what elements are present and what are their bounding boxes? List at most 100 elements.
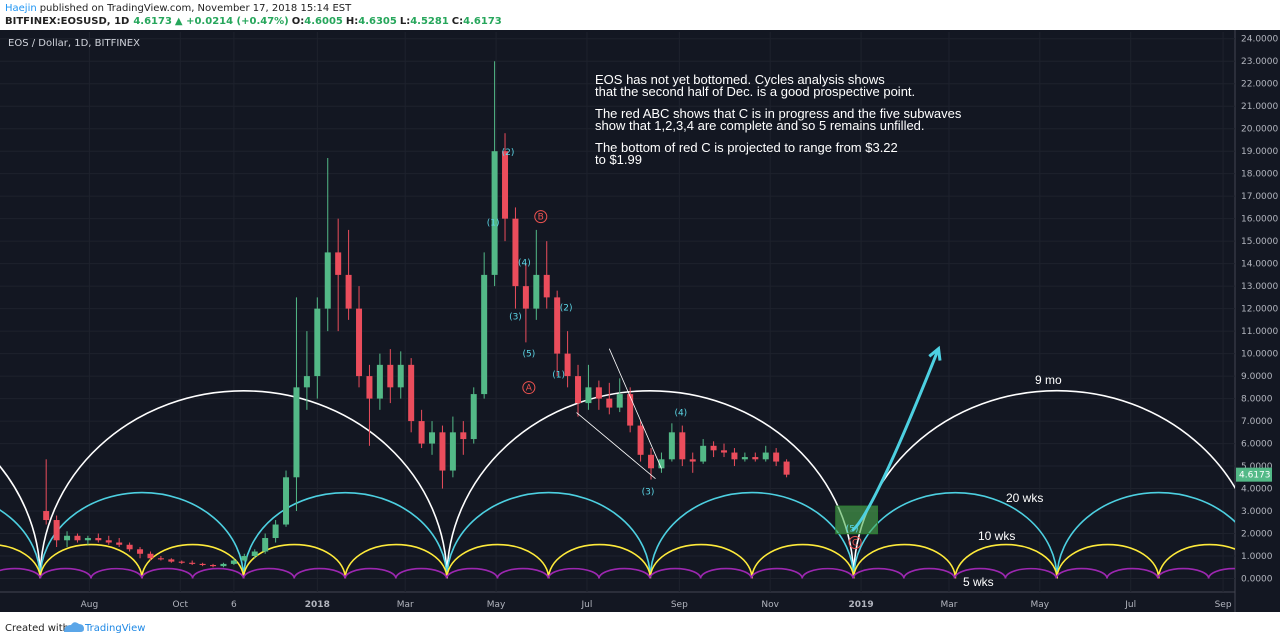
candle-body xyxy=(564,353,571,377)
x-tick-label: Sep xyxy=(671,600,688,610)
cycle-arc xyxy=(852,543,957,579)
y-tick-label: 7.0000 xyxy=(1241,417,1273,427)
wave-label: (2) xyxy=(502,148,515,158)
cycle-arc xyxy=(598,567,651,579)
candle-body xyxy=(679,432,686,460)
x-tick-label: Aug xyxy=(81,600,99,610)
candle-body xyxy=(449,432,456,471)
candle-body xyxy=(376,364,383,399)
candle-body xyxy=(126,544,133,550)
wave-label: A xyxy=(526,384,533,394)
wave-label: (4) xyxy=(518,259,531,269)
candle-body xyxy=(178,561,185,563)
candle-body xyxy=(710,445,717,451)
symbol-line: BITFINEX:EOSUSD, 1D 4.6173 ▲ +0.0214 (+0.4… xyxy=(5,16,502,27)
y-tick-label: 3.0000 xyxy=(1241,507,1273,517)
note: EOS has not yet bottomed. Cycles analysi… xyxy=(595,72,962,167)
wave-label: (2) xyxy=(560,304,573,314)
ohlc-value: 4.6005 xyxy=(304,16,343,27)
last-price: 4.6173 xyxy=(133,16,172,27)
cycle-arc xyxy=(1106,567,1159,579)
candle-body xyxy=(762,452,769,460)
candle-body xyxy=(335,252,342,275)
note-line: show that 1,2,3,4 are complete and so 5 … xyxy=(595,118,925,133)
y-tick-label: 5.0000 xyxy=(1241,462,1273,472)
note-line: The red ABC shows that C is in progress … xyxy=(595,106,962,121)
wave-label: B xyxy=(538,213,544,223)
cycle-arc xyxy=(1207,567,1235,579)
candle-body xyxy=(543,274,550,298)
cycle-arc xyxy=(750,567,804,579)
trend-line xyxy=(576,412,656,479)
candle-body xyxy=(95,538,102,541)
candle-body xyxy=(210,565,217,567)
ohlc-value: 4.5281 xyxy=(410,16,449,27)
cycle-arc xyxy=(395,567,448,579)
target-box xyxy=(835,505,878,535)
cycle-arc xyxy=(446,389,855,579)
cycle-arc xyxy=(903,567,956,579)
x-tick-label: Jul xyxy=(1124,600,1136,610)
cycle-arc xyxy=(1056,544,1160,579)
x-tick-label: Jul xyxy=(581,600,593,610)
drawings: (1) (2) (3) (4) (5) A B (1) (2) (3) (4) (5) C xyxy=(487,148,942,550)
x-tick-label: Oct xyxy=(172,600,188,610)
candle-body xyxy=(345,274,352,309)
cycle-arc xyxy=(0,509,42,579)
candle-body xyxy=(84,538,91,541)
candle-body xyxy=(689,459,696,462)
cycle-arc xyxy=(953,567,1007,579)
wave-label: (1) xyxy=(552,371,565,381)
y-tick-label: 21.0000 xyxy=(1241,102,1278,112)
author[interactable]: Haejin xyxy=(5,3,37,14)
cycle-arc xyxy=(242,543,347,579)
wave-label: (4) xyxy=(674,409,687,419)
x-tick-label: Mar xyxy=(397,600,414,610)
candle-body xyxy=(783,461,790,475)
cycle-arc xyxy=(446,543,550,579)
candle-body xyxy=(460,432,467,440)
cycle-arc xyxy=(801,567,854,579)
cycle-arc xyxy=(649,491,855,579)
footer-brand[interactable]: TradingView xyxy=(84,623,145,634)
cycle-arc xyxy=(751,543,855,579)
chart-bg xyxy=(0,30,1280,612)
candle-body xyxy=(356,308,363,377)
x-tick-label: 2019 xyxy=(849,600,874,610)
candle-body xyxy=(53,520,60,541)
footer-bg xyxy=(0,612,1280,640)
candle-body xyxy=(168,559,175,562)
candle-body xyxy=(272,524,279,539)
y-tick-label: 24.0000 xyxy=(1241,35,1278,45)
candle-body xyxy=(366,376,373,399)
candle-body xyxy=(116,542,123,545)
x-tick-label: Nov xyxy=(761,600,779,610)
candle-body xyxy=(303,376,310,388)
y-tick-label: 15.0000 xyxy=(1241,237,1278,247)
wave-label: (5) xyxy=(846,525,859,535)
y-tick-label: 23.0000 xyxy=(1241,57,1278,67)
cycle-arc xyxy=(954,543,1058,579)
axes: 0.0000 1.0000 2.0000 3.0000 4.0000 5.0000 6.00… xyxy=(81,35,1279,610)
candle-body xyxy=(199,563,206,566)
wave-circle xyxy=(848,536,862,550)
cycle-arc xyxy=(39,567,92,579)
wave-label: C xyxy=(852,539,858,549)
candle-body xyxy=(387,364,394,388)
change: ▲ +0.0214 (+0.47%) xyxy=(175,16,289,27)
candle-body xyxy=(491,151,498,275)
candle-body xyxy=(241,556,248,561)
note-line: to $1.99 xyxy=(595,152,642,167)
candle-body xyxy=(502,151,509,219)
cycle-arc xyxy=(39,491,245,579)
cycle-arc xyxy=(293,567,346,579)
cycle-arc xyxy=(852,567,905,579)
candle-body xyxy=(262,538,269,552)
y-tick-label: 20.0000 xyxy=(1241,125,1278,135)
cycle-arc xyxy=(0,567,42,579)
price-tag xyxy=(1236,467,1272,482)
candle-body xyxy=(658,459,665,469)
candle-body xyxy=(752,457,759,460)
candle-body xyxy=(189,562,196,564)
x-tick-label: Sep xyxy=(1215,600,1232,610)
